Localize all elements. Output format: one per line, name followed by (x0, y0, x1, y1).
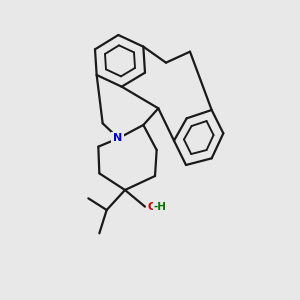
Text: -H: -H (154, 202, 167, 212)
Text: O: O (147, 202, 156, 212)
Text: N: N (113, 133, 122, 143)
